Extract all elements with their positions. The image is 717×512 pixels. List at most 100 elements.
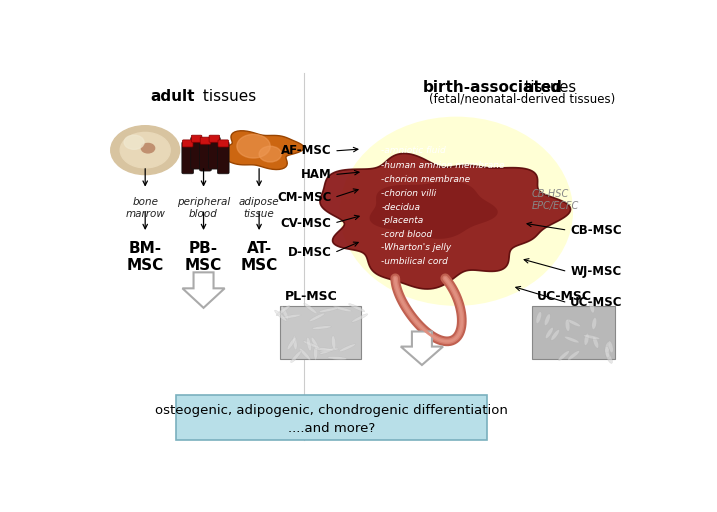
Text: -chorion membrane: -chorion membrane (381, 175, 470, 184)
Text: HAM: HAM (300, 168, 331, 181)
Ellipse shape (303, 341, 320, 348)
Text: PL-MSC: PL-MSC (285, 290, 337, 303)
Ellipse shape (275, 310, 287, 321)
Text: WJ-MSC: WJ-MSC (570, 265, 622, 278)
Text: AF-MSC: AF-MSC (281, 144, 331, 157)
FancyBboxPatch shape (209, 137, 220, 169)
Polygon shape (369, 181, 498, 239)
Text: peripheral
blood: peripheral blood (177, 198, 230, 219)
Ellipse shape (339, 344, 356, 352)
Polygon shape (214, 131, 304, 169)
FancyBboxPatch shape (182, 140, 193, 147)
Text: -human amnion membrane: -human amnion membrane (381, 161, 505, 169)
FancyBboxPatch shape (209, 135, 219, 142)
Text: -cord blood: -cord blood (381, 229, 432, 239)
Ellipse shape (566, 319, 581, 327)
Text: AT-
MSC: AT- MSC (240, 241, 277, 273)
Ellipse shape (592, 317, 597, 329)
Text: adipose
tissue: adipose tissue (239, 198, 280, 219)
Ellipse shape (348, 304, 365, 312)
Ellipse shape (565, 319, 570, 331)
Text: osteogenic, adipogenic, chondrogenic differentiation: osteogenic, adipogenic, chondrogenic dif… (155, 404, 508, 417)
Text: D-MSC: D-MSC (288, 246, 331, 259)
Text: (fetal/neonatal-derived tissues): (fetal/neonatal-derived tissues) (429, 92, 615, 105)
Text: CM-MSC: CM-MSC (277, 191, 331, 204)
Text: tissues: tissues (198, 90, 256, 104)
Text: -Wharton's jelly: -Wharton's jelly (381, 243, 452, 252)
Ellipse shape (568, 351, 579, 360)
Polygon shape (401, 331, 443, 365)
Circle shape (120, 133, 170, 168)
Ellipse shape (299, 348, 310, 360)
Ellipse shape (307, 337, 311, 351)
Ellipse shape (319, 308, 338, 312)
Text: BM-
MSC: BM- MSC (127, 241, 163, 273)
Ellipse shape (584, 333, 589, 345)
Circle shape (259, 146, 281, 162)
FancyBboxPatch shape (199, 139, 212, 171)
Ellipse shape (564, 336, 579, 343)
Circle shape (110, 126, 180, 175)
Circle shape (237, 134, 270, 158)
Ellipse shape (312, 326, 331, 329)
Ellipse shape (320, 348, 338, 352)
Ellipse shape (593, 336, 599, 348)
Ellipse shape (559, 351, 569, 360)
Ellipse shape (320, 347, 337, 354)
Ellipse shape (536, 312, 541, 324)
Text: PB-
MSC: PB- MSC (185, 241, 222, 273)
Ellipse shape (314, 346, 318, 359)
Bar (280, 306, 361, 359)
Ellipse shape (605, 346, 609, 358)
Circle shape (141, 143, 155, 153)
Circle shape (124, 135, 144, 150)
FancyBboxPatch shape (191, 137, 202, 169)
Text: CV-MSC: CV-MSC (280, 217, 331, 229)
Text: CB-MSC: CB-MSC (570, 224, 622, 237)
Text: -decidua: -decidua (381, 203, 420, 212)
Ellipse shape (311, 337, 319, 350)
Text: CB-HSC
EPC/ECFC: CB-HSC EPC/ECFC (531, 189, 579, 211)
Ellipse shape (331, 335, 336, 349)
Ellipse shape (604, 342, 610, 354)
Ellipse shape (584, 335, 599, 339)
FancyBboxPatch shape (218, 140, 229, 147)
Ellipse shape (551, 330, 559, 340)
Polygon shape (182, 272, 224, 308)
Ellipse shape (304, 303, 317, 314)
Ellipse shape (606, 352, 612, 364)
Ellipse shape (608, 341, 613, 353)
FancyBboxPatch shape (182, 142, 194, 174)
Ellipse shape (293, 336, 297, 350)
Text: UC-MSC: UC-MSC (537, 290, 592, 303)
Ellipse shape (281, 306, 288, 319)
Ellipse shape (309, 313, 325, 322)
Text: ....and more?: ....and more? (288, 421, 375, 435)
Polygon shape (320, 154, 571, 289)
Text: -chorion villi: -chorion villi (381, 189, 437, 198)
Ellipse shape (282, 314, 301, 318)
Text: -umbilical cord: -umbilical cord (381, 257, 448, 266)
Text: -placenta: -placenta (381, 216, 424, 225)
Text: tissues: tissues (521, 79, 576, 95)
Text: adult: adult (151, 90, 195, 104)
Text: UC-MSC: UC-MSC (570, 296, 623, 309)
FancyBboxPatch shape (200, 137, 211, 144)
Text: birth-associated: birth-associated (423, 79, 563, 95)
Ellipse shape (287, 337, 296, 350)
Ellipse shape (315, 348, 334, 351)
Ellipse shape (546, 328, 554, 338)
Ellipse shape (290, 351, 301, 362)
FancyBboxPatch shape (191, 135, 202, 142)
Ellipse shape (276, 306, 290, 316)
Ellipse shape (333, 307, 352, 312)
Bar (533, 306, 614, 359)
Text: -amniotic fluid: -amniotic fluid (381, 145, 446, 155)
Ellipse shape (544, 314, 550, 326)
Bar (176, 395, 487, 440)
Ellipse shape (340, 117, 573, 306)
Ellipse shape (328, 356, 347, 359)
Ellipse shape (589, 301, 594, 313)
Text: bone
marrow: bone marrow (125, 198, 165, 219)
FancyBboxPatch shape (217, 142, 229, 174)
